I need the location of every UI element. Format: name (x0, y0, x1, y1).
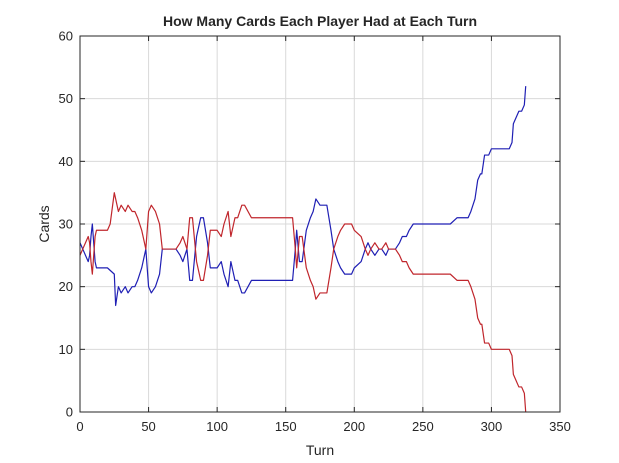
x-tick-label: 50 (141, 419, 155, 434)
x-axis-label: Turn (306, 442, 334, 458)
x-tick-label: 350 (549, 419, 571, 434)
y-tick-label: 0 (66, 405, 73, 420)
x-tick-label: 300 (481, 419, 503, 434)
x-tick-label: 150 (275, 419, 297, 434)
x-axis: 0 50 100 150 200 250 300 350 (76, 36, 571, 434)
y-tick-label: 30 (59, 217, 73, 232)
y-axis-label: Cards (36, 205, 52, 242)
y-tick-label: 20 (59, 279, 73, 294)
y-tick-label: 40 (59, 154, 73, 169)
y-tick-label: 50 (59, 91, 73, 106)
x-tick-label: 200 (343, 419, 365, 434)
series-line-2 (79, 192, 527, 413)
y-tick-label: 10 (59, 342, 73, 357)
x-tick-label: 100 (206, 419, 228, 434)
series-line-1 (79, 86, 527, 307)
chart-title: How Many Cards Each Player Had at Each T… (163, 13, 477, 29)
x-tick-label: 0 (76, 419, 83, 434)
y-tick-label: 60 (59, 29, 73, 44)
x-tick-label: 250 (412, 419, 434, 434)
y-axis: 0 10 20 30 40 50 60 (59, 29, 560, 420)
series-layer (79, 86, 527, 413)
